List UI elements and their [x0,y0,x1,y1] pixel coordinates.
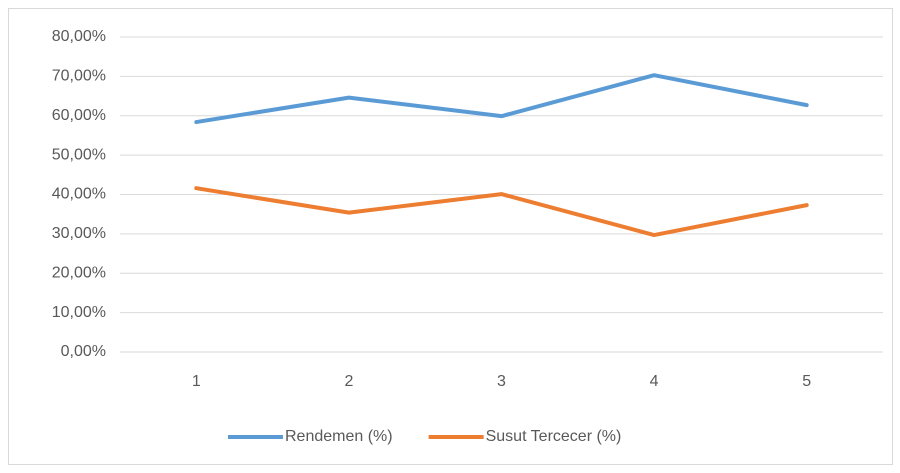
x-tick-label: 4 [650,373,659,390]
chart-border [8,8,893,465]
y-tick-label: 20,00% [52,264,106,281]
series-line [194,73,809,125]
y-tick-label: 60,00% [52,107,106,124]
y-tick-label: 70,00% [52,68,106,85]
x-tick-label: 3 [497,373,506,390]
y-tick-label: 80,00% [52,28,106,45]
y-tick-label: 30,00% [52,225,106,242]
x-tick-label: 2 [344,373,353,390]
x-tick-label: 1 [192,373,201,390]
series-line [194,186,809,238]
y-tick-label: 10,00% [52,304,106,321]
legend-label: Rendemen (%) [285,428,393,445]
y-tick-label: 40,00% [52,186,106,203]
y-tick-label: 0,00% [61,343,106,360]
legend-label: Susut Tercecer (%) [486,428,622,445]
y-tick-label: 50,00% [52,146,106,163]
x-tick-label: 5 [802,373,811,390]
